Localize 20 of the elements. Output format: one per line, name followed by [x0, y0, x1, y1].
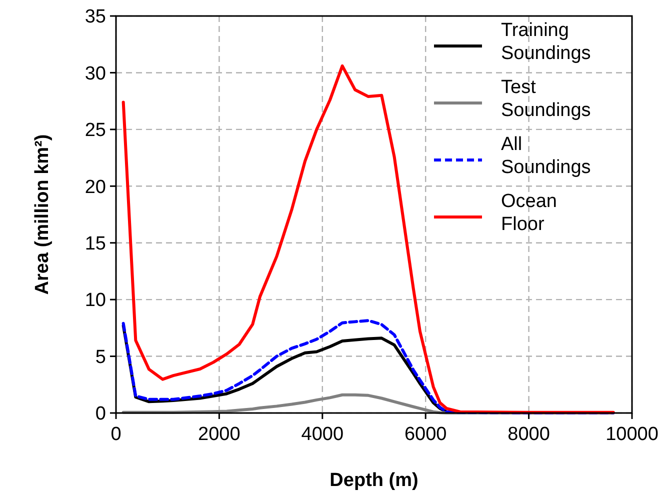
- legend-label: Test Soundings: [501, 77, 591, 121]
- y-tick-label: 5: [95, 346, 106, 368]
- x-tick-label: 2000: [198, 424, 240, 445]
- y-tick-label: 30: [84, 63, 106, 84]
- y-tick-label: 10: [84, 290, 106, 312]
- x-axis-title: Depth (m): [330, 470, 418, 491]
- y-tick-label: 25: [84, 120, 106, 142]
- legend-label: Training Soundings: [501, 20, 591, 64]
- y-tick-label: 20: [84, 176, 106, 198]
- x-tick-label: 0: [110, 424, 122, 445]
- x-tick-label: 8000: [508, 424, 550, 445]
- y-tick-label: 0: [95, 404, 106, 425]
- x-tick-label: 10000: [606, 424, 658, 445]
- legend-label: Ocean Floor: [501, 191, 557, 235]
- x-tick-label: 6000: [404, 424, 447, 445]
- y-tick-label: 15: [84, 234, 106, 255]
- x-tick-label: 4000: [301, 424, 344, 445]
- legend-label: All Soundings: [501, 134, 591, 178]
- y-tick-label: 35: [84, 6, 106, 28]
- y-axis-title: Area (million km²): [32, 134, 53, 295]
